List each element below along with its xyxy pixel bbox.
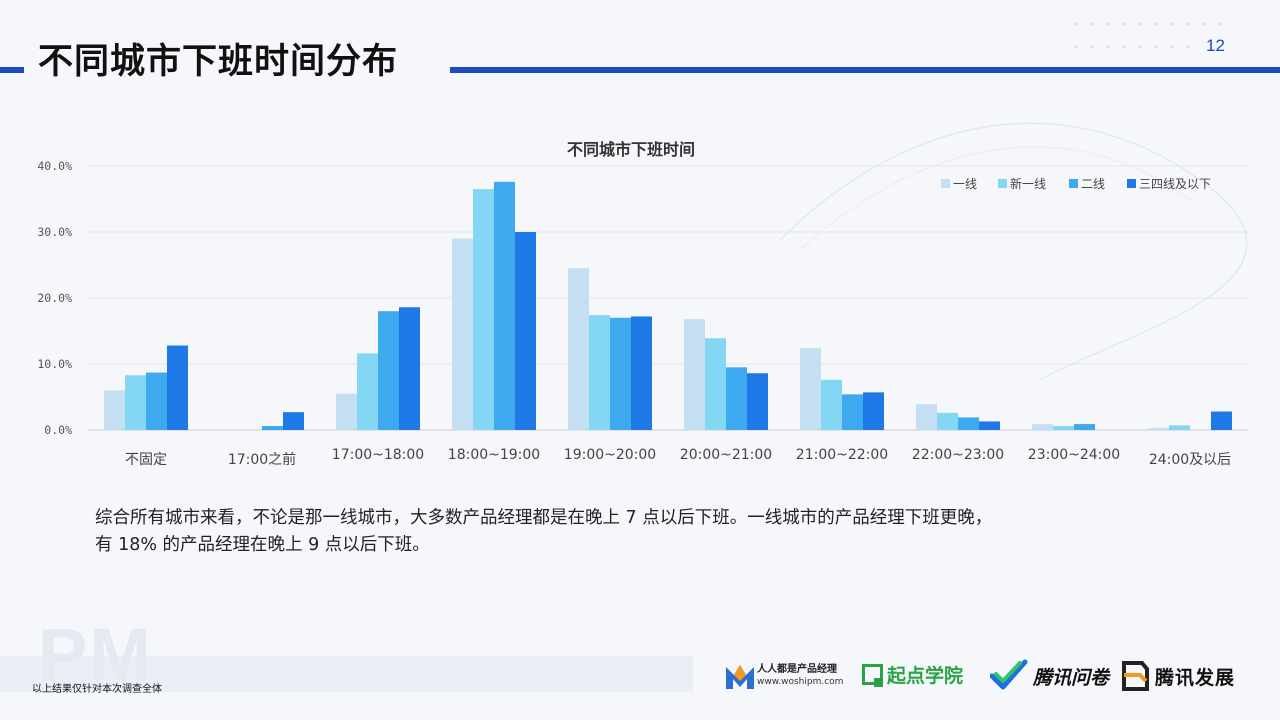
qidian-name: 起点学院 — [887, 665, 964, 687]
woshipm-m-icon — [726, 665, 754, 689]
woshipm-logo: 人人都是产品经理 www.woshipm.com — [726, 656, 843, 696]
bar — [357, 353, 378, 430]
bar — [262, 426, 283, 430]
bar — [1074, 424, 1095, 430]
legend-label: 三四线及以下 — [1139, 177, 1211, 191]
bar — [631, 316, 652, 430]
background-wave-decoration-2 — [799, 146, 1191, 251]
bar — [589, 315, 610, 430]
bar — [125, 375, 146, 430]
bar — [979, 421, 1000, 430]
qidian-logo: 起点学院 — [862, 656, 963, 696]
y-tick-label: 20.0% — [37, 291, 72, 305]
checkmark-icon — [990, 659, 1028, 690]
bar — [1053, 426, 1074, 430]
page-number: 12 — [1206, 36, 1225, 55]
bar — [863, 392, 884, 430]
bar — [452, 238, 473, 430]
bar — [821, 379, 842, 430]
bar — [1169, 425, 1190, 430]
bar — [1148, 428, 1169, 430]
y-tick-label: 0.0% — [44, 423, 72, 437]
legend-item: 三四线及以下 — [1127, 177, 1211, 191]
bar-chart: 不同城市下班时间 0.0% 10.0% 20.0% 30.0% 40.0% 不固定 17:… — [37, 122, 1248, 468]
summary-text: 综合所有城市来看，不论是那一线城市，大多数产品经理都是在晚上 7 点以后下班。一… — [95, 505, 1215, 559]
bar — [842, 394, 863, 430]
legend-label: 新一线 — [1010, 176, 1046, 191]
bar — [937, 412, 958, 430]
y-tick-label: 10.0% — [37, 357, 72, 371]
bar — [800, 348, 821, 430]
x-category-label: 不固定 — [125, 452, 167, 468]
bar — [958, 417, 979, 430]
bar — [378, 311, 399, 430]
legend-item: 一线 — [941, 177, 977, 191]
tencent-fazhan-logo: 腾讯发展 — [1120, 656, 1235, 696]
woshipm-name: 人人都是产品经理 — [757, 664, 837, 675]
bar — [399, 307, 420, 430]
dot-pattern-decoration — [1074, 22, 1222, 49]
legend-item: 二线 — [1069, 177, 1105, 191]
x-category-label: 21:00~22:00 — [796, 447, 888, 463]
bar — [1211, 411, 1232, 430]
bar — [726, 367, 747, 430]
title-divider — [450, 67, 1280, 73]
bar — [473, 189, 494, 430]
x-category-label: 18:00~19:00 — [448, 447, 540, 463]
bar — [494, 181, 515, 430]
bar — [104, 390, 125, 430]
bar — [747, 373, 768, 430]
summary-line-1: 综合所有城市来看，不论是那一线城市，大多数产品经理都是在晚上 7 点以后下班。一… — [95, 508, 993, 528]
x-category-label: 22:00~23:00 — [912, 447, 1004, 463]
legend-swatch — [1127, 179, 1136, 188]
footnote: 以上结果仅针对本次调查全体 — [32, 684, 162, 695]
bar — [283, 412, 304, 430]
x-category-label: 24:00及以后 — [1149, 452, 1231, 468]
bar — [705, 338, 726, 430]
title-accent-bar — [0, 67, 24, 73]
cube-icon — [1122, 661, 1149, 691]
qidian-q-icon — [862, 664, 883, 687]
legend-swatch — [1069, 179, 1078, 188]
summary-line-2: 有 18% 的产品经理在晚上 9 点以后下班。 — [95, 535, 430, 555]
tencent-wenjuan-logo: 腾讯问卷 — [990, 656, 1109, 696]
background-wave-decoration — [779, 122, 1248, 381]
legend-swatch — [941, 179, 950, 188]
bar — [146, 372, 167, 430]
x-category-label: 23:00~24:00 — [1028, 447, 1120, 463]
page-title: 不同城市下班时间分布 — [38, 42, 399, 82]
footer-band — [0, 656, 693, 692]
bar — [684, 319, 705, 430]
fazhan-name: 腾讯发展 — [1155, 666, 1236, 689]
x-category-label: 17:00~18:00 — [332, 447, 424, 463]
x-category-label: 17:00之前 — [228, 451, 296, 468]
chart-title: 不同城市下班时间 — [567, 140, 695, 159]
wenjuan-name: 腾讯问卷 — [1033, 666, 1110, 689]
y-tick-label: 30.0% — [37, 225, 72, 239]
bar — [167, 345, 188, 430]
woshipm-url: www.woshipm.com — [757, 677, 844, 687]
bar — [610, 317, 631, 430]
bar — [1032, 424, 1053, 430]
bar — [568, 268, 589, 430]
y-tick-label: 40.0% — [37, 159, 72, 173]
legend-item: 新一线 — [998, 176, 1046, 191]
legend-label: 一线 — [953, 177, 977, 191]
legend-label: 二线 — [1081, 177, 1105, 191]
x-category-label: 20:00~21:00 — [680, 447, 772, 463]
bar — [515, 232, 536, 430]
pm-watermark: PM — [38, 613, 153, 696]
bar — [916, 404, 937, 430]
legend-swatch — [998, 179, 1007, 188]
bar — [336, 393, 357, 430]
x-category-label: 19:00~20:00 — [564, 447, 656, 463]
